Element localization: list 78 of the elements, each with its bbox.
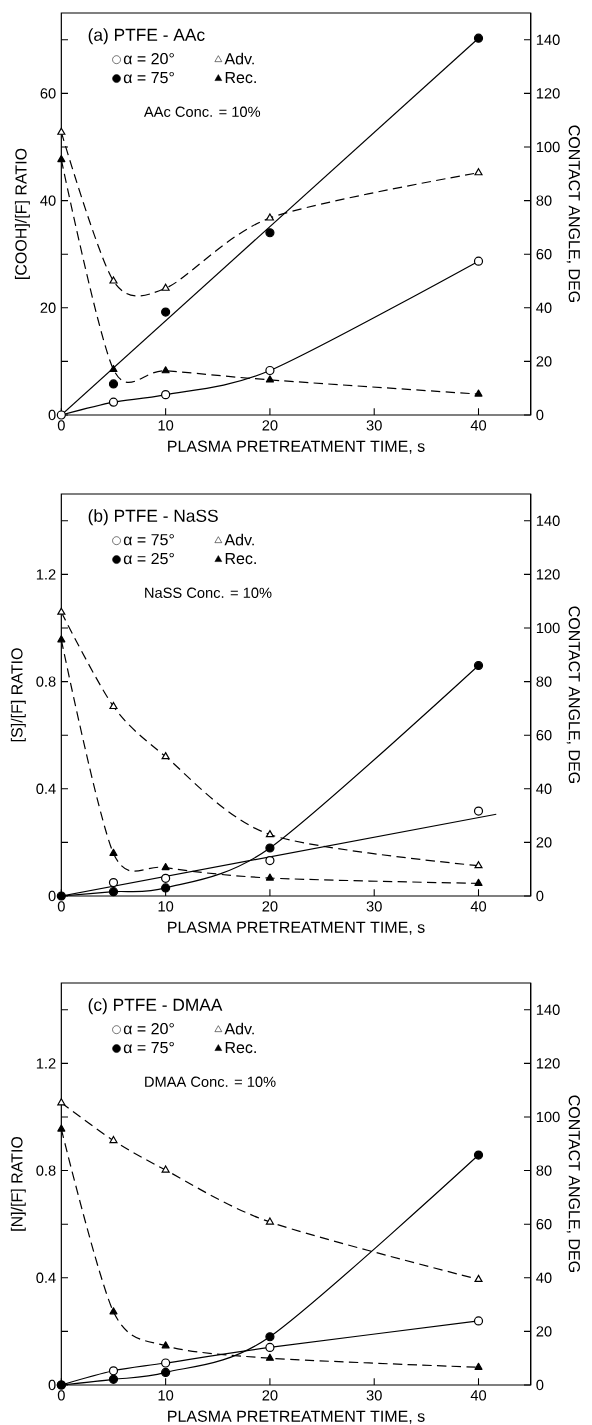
y2-tick-label: 40: [536, 302, 552, 313]
y2-tick-label: 0: [536, 890, 544, 902]
x-tick-label: 40: [470, 1390, 487, 1401]
x-tick-label: 40: [470, 901, 487, 912]
y-tick-label: 0.4: [36, 783, 56, 794]
y2-tick-label: 100: [536, 141, 560, 153]
legend-label: Adv.: [224, 533, 254, 546]
legend-label: α = 75°: [123, 71, 174, 84]
y2-tick-label: 20: [536, 837, 552, 848]
y-tick-label: 0.8: [36, 676, 56, 687]
y2-tick-label: 20: [536, 356, 552, 367]
x-tick-label: 30: [366, 1390, 382, 1401]
x-tick-label: 20: [262, 420, 278, 431]
x-tick-label: 30: [366, 420, 382, 431]
y2-tick-label: 120: [536, 1058, 560, 1069]
y-tick-label: 20: [40, 302, 56, 313]
y2-tick-label: 0: [536, 409, 544, 421]
y2-tick-label: 140: [536, 1004, 560, 1015]
x-tick-label: 20: [262, 1390, 278, 1401]
x-tick-label: 0: [57, 1390, 65, 1401]
y2-tick-label: 40: [536, 783, 552, 794]
y2-tick-label: 60: [536, 1219, 552, 1230]
annotation: AAc Conc. = 10%: [143, 106, 261, 117]
x-axis-title: PLASMA PRETREATMENT TIME, s: [168, 440, 425, 454]
y-tick-label: 0: [48, 409, 56, 421]
y-tick-label: 1.2: [36, 569, 56, 580]
y2-tick-label: 60: [536, 249, 552, 260]
legend-label: α = 20°: [123, 1022, 174, 1035]
y-tick-label: 60: [40, 88, 56, 99]
y-axis-title: [COOH]/[F] RATIO: [14, 148, 30, 279]
y2-tick-label: 80: [536, 195, 552, 206]
x-axis-title: PLASMA PRETREATMENT TIME, s: [168, 1410, 425, 1424]
text: (b) PTFE - NaSS: [88, 509, 218, 526]
y2-axis-title: CONTACT ANGLE, DEG: [566, 125, 580, 302]
x-tick-label: 10: [158, 1390, 174, 1401]
y2-tick-label: 140: [536, 34, 560, 45]
y2-tick-label: 40: [536, 1272, 552, 1283]
text: (a) PTFE - AAc: [88, 28, 205, 45]
y-tick-label: 0.4: [36, 1272, 56, 1283]
legend-label: α = 25°: [123, 552, 174, 565]
y2-tick-label: 60: [536, 730, 552, 741]
annotation: DMAA Conc. = 10%: [145, 1076, 276, 1087]
legend-label: α = 75°: [123, 533, 174, 546]
x-tick-label: 30: [366, 901, 382, 912]
y-tick-label: 40: [40, 195, 56, 206]
y-axis-title: [N]/[F] RATIO: [10, 1136, 26, 1231]
x-tick-label: 40: [470, 420, 487, 431]
legend-label: Adv.: [224, 52, 254, 65]
annotation: NaSS Conc. = 10%: [145, 587, 272, 598]
y-tick-label: 0: [48, 890, 56, 902]
text: (c) PTFE - DMAA: [88, 998, 223, 1015]
y-tick-label: 1.2: [36, 1058, 56, 1069]
y2-tick-label: 0: [536, 1379, 544, 1391]
legend-label: α = 75°: [123, 1041, 174, 1054]
y2-tick-label: 100: [536, 1111, 560, 1123]
x-tick-label: 10: [158, 420, 174, 431]
y2-tick-label: 140: [536, 515, 560, 526]
legend-label: Adv.: [224, 1022, 254, 1035]
x-tick-label: 0: [57, 901, 65, 912]
legend-label: α = 20°: [123, 52, 174, 65]
y2-tick-label: 120: [536, 569, 560, 580]
legend-label: Rec.: [225, 71, 256, 84]
y2-tick-label: 80: [536, 1165, 552, 1176]
y2-axis-title: CONTACT ANGLE, DEG: [566, 1095, 580, 1272]
y-tick-label: 0: [48, 1379, 56, 1391]
x-tick-label: 10: [158, 901, 174, 912]
x-axis-title: PLASMA PRETREATMENT TIME, s: [168, 921, 425, 935]
y-axis-title: [S]/[F] RATIO: [10, 648, 26, 742]
y2-tick-label: 80: [536, 676, 552, 687]
legend-label: Rec.: [225, 1041, 256, 1054]
y2-tick-label: 20: [536, 1326, 552, 1337]
x-tick-label: 20: [262, 901, 278, 912]
x-tick-label: 0: [57, 420, 65, 431]
y2-tick-label: 100: [536, 622, 560, 634]
y-tick-label: 0.8: [36, 1165, 56, 1176]
legend-label: Rec.: [225, 552, 256, 565]
y2-tick-label: 120: [536, 88, 560, 99]
y2-axis-title: CONTACT ANGLE, DEG: [566, 606, 580, 783]
